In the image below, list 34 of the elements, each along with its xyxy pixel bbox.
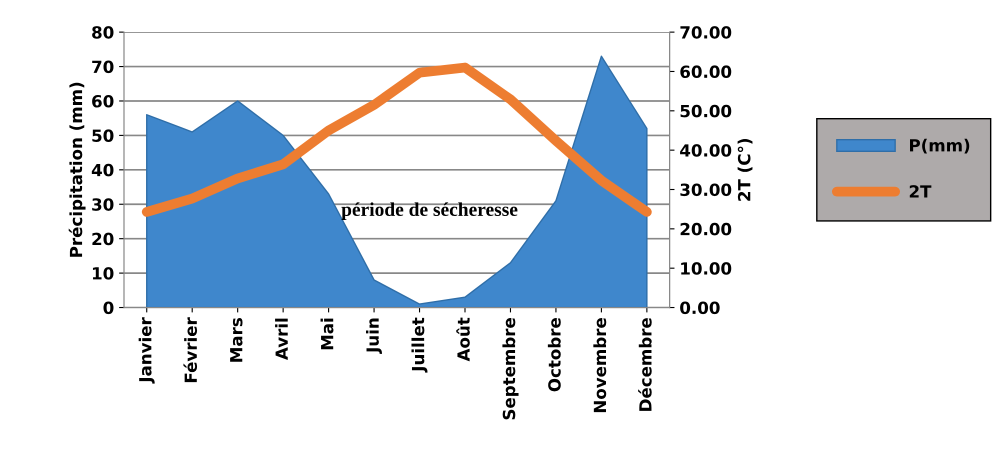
y-tick-label: 70	[92, 60, 114, 74]
x-tick-label: Août	[456, 318, 470, 362]
x-tick-label: Juin	[366, 318, 382, 354]
x-tick-label: Septembre	[502, 318, 519, 420]
y-tick-label: 10	[92, 267, 114, 280]
x-tick-label: Décembre	[638, 318, 652, 411]
y2-tick-label: 40.00	[680, 144, 732, 157]
y-tick-label: 50	[92, 129, 114, 142]
x-tick-label: Novembre	[593, 318, 606, 412]
y-tick-label: 80	[92, 26, 114, 39]
y2-tick-label: 50.00	[680, 104, 732, 118]
annotation: période de sécheresse	[341, 202, 518, 220]
x-tick-label: Mars	[230, 318, 243, 362]
x-tick-label: Février	[183, 317, 198, 382]
y2-tick-label: 30.00	[680, 183, 732, 196]
y2-tick-label: 10.00	[681, 262, 732, 275]
y2-tick-label: 70.00	[680, 26, 732, 39]
y-tick-label: 60	[92, 94, 114, 108]
y2-tick-label: 60.00	[680, 65, 732, 78]
y-tick-label: 0	[103, 301, 114, 314]
x-tick-label: Avril	[275, 318, 288, 360]
y-axis-title: Précipitation (mm)	[68, 82, 86, 257]
x-tick-label: Juillet	[411, 318, 428, 373]
y-tick-label: 40	[92, 164, 114, 176]
y2-axis-title: 2T (C°)	[738, 138, 752, 201]
y2-tick-label: 0.00	[680, 301, 720, 314]
y-tick-label: 30	[92, 198, 114, 211]
y2-tick-label: 20.00	[680, 222, 732, 236]
x-tick-label: Octobre	[548, 318, 561, 392]
legend-label: 2T	[910, 185, 932, 198]
y-tick-label: 20	[92, 232, 114, 246]
x-tick-label: Janvier	[138, 317, 155, 384]
x-tick-label: Mai	[320, 318, 334, 350]
legend-label: P(mm)	[910, 138, 970, 154]
